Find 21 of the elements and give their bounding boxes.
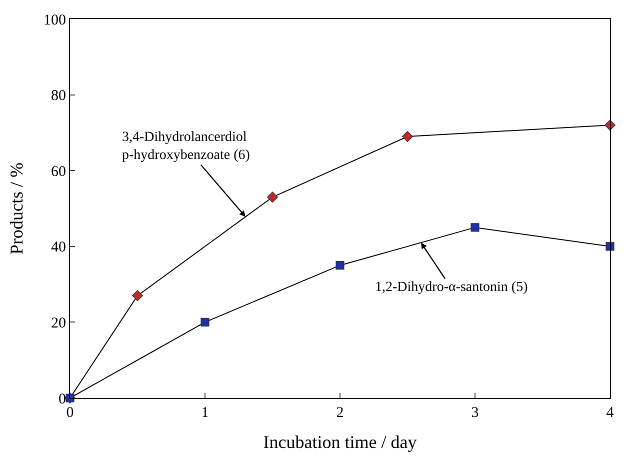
y-tick-label: 80: [51, 88, 66, 104]
point: [200, 318, 210, 326]
text: 3,4-Dihydrolancerdiol p-hydroxybenzoate (6): [122, 130, 250, 164]
point: [267, 192, 278, 203]
y-tick-label: 20: [51, 315, 66, 332]
y-tick-label: 100: [44, 12, 66, 28]
series-label: 1,2-Dihydro-α-santonin (5): [375, 280, 528, 295]
point: [470, 223, 480, 232]
x-tick-label: 4: [606, 405, 614, 421]
point: [336, 261, 344, 270]
point: [606, 242, 614, 251]
x-tick-label: 2: [336, 405, 344, 421]
y-tick-label: 40: [51, 240, 66, 256]
x-axis-title: Incubation time / day: [263, 432, 417, 452]
point: [132, 290, 143, 302]
y-tick-label: 0: [58, 391, 66, 408]
y-axis-title: Products / %: [6, 162, 27, 254]
point: [402, 130, 413, 142]
y-tick-label: 60: [51, 164, 66, 180]
x-tick-label: 1: [201, 405, 209, 421]
x-tick-label: 3: [471, 405, 479, 421]
